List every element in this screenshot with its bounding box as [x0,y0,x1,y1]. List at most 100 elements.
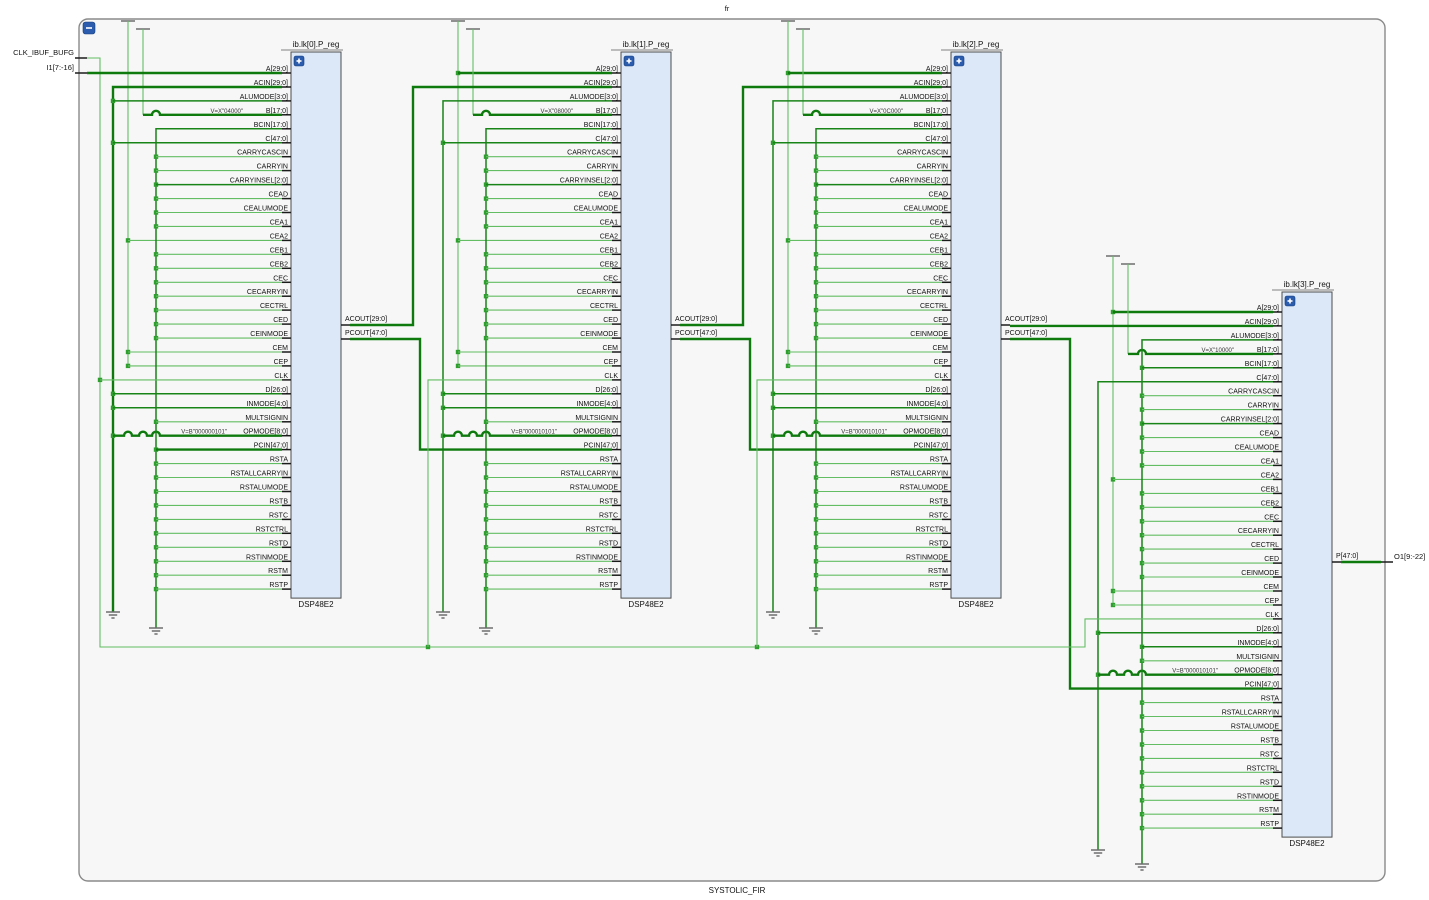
block-title: ib.lk[3].P_reg [1284,280,1331,289]
gnd-rail-1[interactable] [442,100,612,612]
pin-label: RSTINMODE [906,554,948,561]
pin-label: CEINMODE [910,331,948,338]
pcout-label: PCOUT[47:0] [675,330,717,337]
pin-label: CECARRYIN [1238,528,1279,535]
pin-label: CLK [604,373,618,380]
pin-label: RSTP [269,582,288,589]
net-pcout0-pcin1[interactable] [350,337,612,451]
block-title: ib.lk[1].P_reg [623,40,670,49]
pin-label: CEM [272,345,288,352]
pin-label: CEC [273,275,288,282]
port-label-clk: CLK_IBUF_BUFG [13,48,74,57]
pin-label: CEINMODE [1241,570,1279,577]
module-top-label: fr [725,4,730,13]
pin-label: CEA1 [600,219,618,226]
pin-label: C[47:0] [265,136,288,143]
block-type-label: DSP48E2 [958,600,994,609]
pin-label: RSTCTRL [256,526,288,533]
block-type-label: DSP48E2 [1289,839,1325,848]
pin-label: CED [1264,556,1279,563]
pin-label: RSTB [1260,738,1279,745]
pin-label: CEC [1264,514,1279,521]
block-title: ib.lk[2].P_reg [953,40,1000,49]
dsp-block-body[interactable] [620,51,672,599]
pin-label: ALUMODE[3:0] [240,94,288,101]
pin-label: CARRYCASCIN [237,150,288,157]
pin-label: INMODE[4:0] [1237,640,1279,647]
pin-label: CEALUMODE [1235,445,1280,452]
b-const-bus[interactable] [473,109,612,116]
net-pcout2-pcin3[interactable] [1010,337,1273,690]
pin-label: C[47:0] [1256,375,1279,382]
net-clk-b3[interactable] [756,379,942,647]
pin-label: CEB1 [1261,486,1279,493]
dsp-block-body[interactable] [950,51,1002,599]
pin-label: CED [273,317,288,324]
gnd-rail-1[interactable] [1097,381,1273,850]
dsp-block-body[interactable] [1281,291,1333,838]
gnd-rail-1[interactable] [772,100,942,612]
pin-label: RSTC [929,512,948,519]
pin-label: RSTALLCARRYIN [561,471,618,478]
module-body-systolic-fir[interactable] [78,18,1386,882]
pin-label: ACIN[29:0] [254,80,288,87]
pcout-label: PCOUT[47:0] [1005,330,1047,337]
pin-label: A[29:0] [1257,305,1279,312]
pin-label: CLK [1265,612,1279,619]
net-acout0-acin1[interactable] [350,85,612,327]
pin-label: CEM [602,345,618,352]
pin-label: CARRYIN [587,164,618,171]
pin-label: RSTA [930,457,948,464]
pin-label: D[26:0] [265,387,288,394]
pin-label: CARRYCASCIN [567,150,618,157]
pin-label: CEA2 [930,233,948,240]
port-label-data-out: O1[9:-22] [1394,552,1425,561]
dsp-block-body[interactable] [290,51,342,599]
opmode-const-value: V=B"000000101" [181,430,227,436]
pin-label: CEC [603,275,618,282]
pin-label: CEP [274,359,289,366]
pin-label: CEALUMODE [904,206,949,213]
pin-label: OPMODE[8:0] [1234,668,1279,675]
acout-label: ACOUT[29:0] [675,316,717,323]
pin-label: C[47:0] [595,136,618,143]
pin-label: RSTINMODE [246,554,288,561]
block-type-label: DSP48E2 [298,600,334,609]
pin-label: CARRYIN [257,164,288,171]
pin-label: RSTM [1259,807,1279,814]
pin-label: RSTC [1260,751,1279,758]
b-const-bus[interactable] [143,109,282,116]
pin-label: CARRYINSEL[2:0] [890,178,948,185]
pin-label: INMODE[4:0] [576,401,618,408]
net-pcout1-pcin2[interactable] [680,337,942,451]
net-clk[interactable] [87,57,1273,648]
pin-label: RSTALUMODE [1231,724,1279,731]
pin-label: CLK [934,373,948,380]
acout-label: ACOUT[29:0] [345,316,387,323]
opmode-const-value: V=B"000010101" [511,430,557,436]
pin-label: B[17:0] [926,108,948,115]
pin-label: B[17:0] [1257,347,1279,354]
pin-label: PCIN[47:0] [584,443,618,450]
b-const-bus[interactable] [803,109,942,116]
pin-label: D[26:0] [925,387,948,394]
pin-label: RSTA [600,457,618,464]
b-const-value: V=X"08000" [541,109,573,115]
pin-label: CEB2 [600,261,618,268]
pin-label: CEP [934,359,949,366]
pin-label: RSTD [599,540,618,547]
pin-label: OPMODE[8:0] [573,429,618,436]
net-acout1-acin2[interactable] [680,85,942,327]
pin-label: CEAD [269,192,288,199]
pin-label: C[47:0] [925,136,948,143]
pin-label: CEP [1265,598,1280,605]
pin-label: RSTINMODE [576,554,618,561]
acout-label: ACOUT[29:0] [1005,316,1047,323]
pin-label: CECARRYIN [247,289,288,296]
pin-label: ALUMODE[3:0] [570,94,618,101]
pin-label: RSTCTRL [1247,765,1279,772]
net-clk-b2[interactable] [427,379,612,647]
collapse-button[interactable] [82,21,96,35]
pin-label: RSTINMODE [1237,793,1279,800]
pin-label: CEM [932,345,948,352]
